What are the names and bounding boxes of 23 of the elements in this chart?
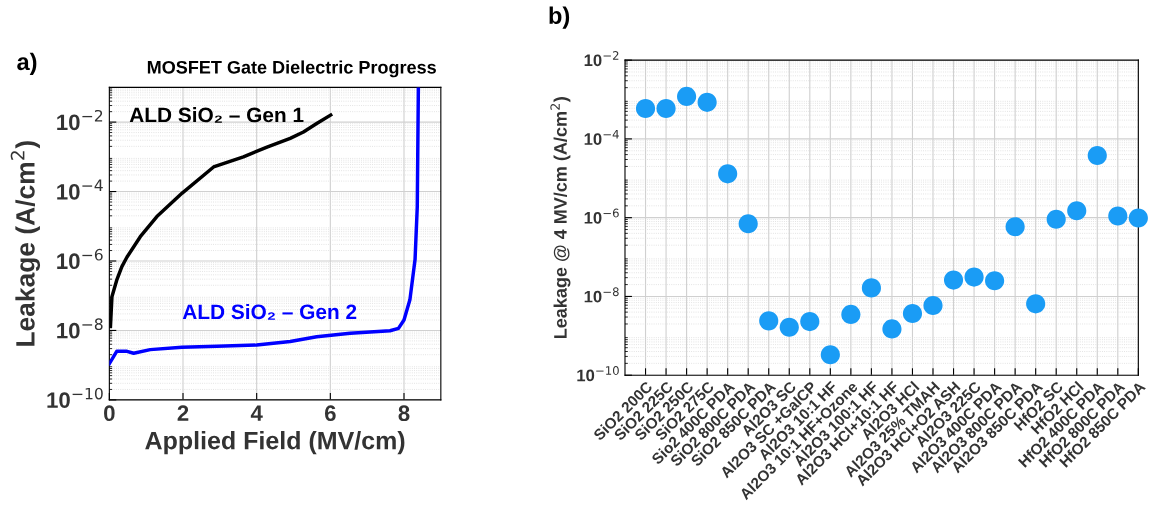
y-tick-label: 10$^{−8}$ (584, 287, 619, 303)
y-tick-label: 10$^{−2}$ (57, 109, 103, 131)
text: b) (549, 6, 570, 29)
x-tick-label: 6 (324, 405, 336, 422)
y-tick-label: 10$^{−4}$ (57, 179, 103, 200)
text: a) (17, 52, 37, 75)
y-tick-label: 10$^{−4}$ (584, 129, 619, 145)
x-tick-label: 0 (104, 405, 115, 422)
x-tick-label: 2 (177, 405, 189, 421)
x-axis-title: Applied Field (MV/cm) (145, 431, 405, 455)
y-axis-title: Leakage (A/cm$^{2}$) (10, 141, 41, 346)
y-tick-label: 10$^{−6}$ (57, 248, 103, 270)
y-axis-title: Leakage @ 4 MV/cm (A/cm$^{2}$) (550, 97, 571, 339)
x-tick-label: 8 (398, 405, 410, 422)
y-tick-label: 10$^{−2}$ (584, 51, 619, 67)
y-tick-label: 10$^{−6}$ (584, 208, 619, 224)
chart-title: MOSFET Gate Dielectric Progress (147, 60, 436, 78)
series-label: ALD SiO₂ – Gen 2 (182, 303, 357, 320)
series-label: ALD SiO₂ – Gen 1 (129, 107, 304, 123)
y-tick-label: 10$^{−8}$ (57, 318, 103, 339)
x-tick-label: 4 (250, 405, 263, 421)
y-tick-label: 10$^{−10}$ (47, 387, 103, 408)
y-tick-label: 10$^{−10}$ (577, 366, 619, 382)
